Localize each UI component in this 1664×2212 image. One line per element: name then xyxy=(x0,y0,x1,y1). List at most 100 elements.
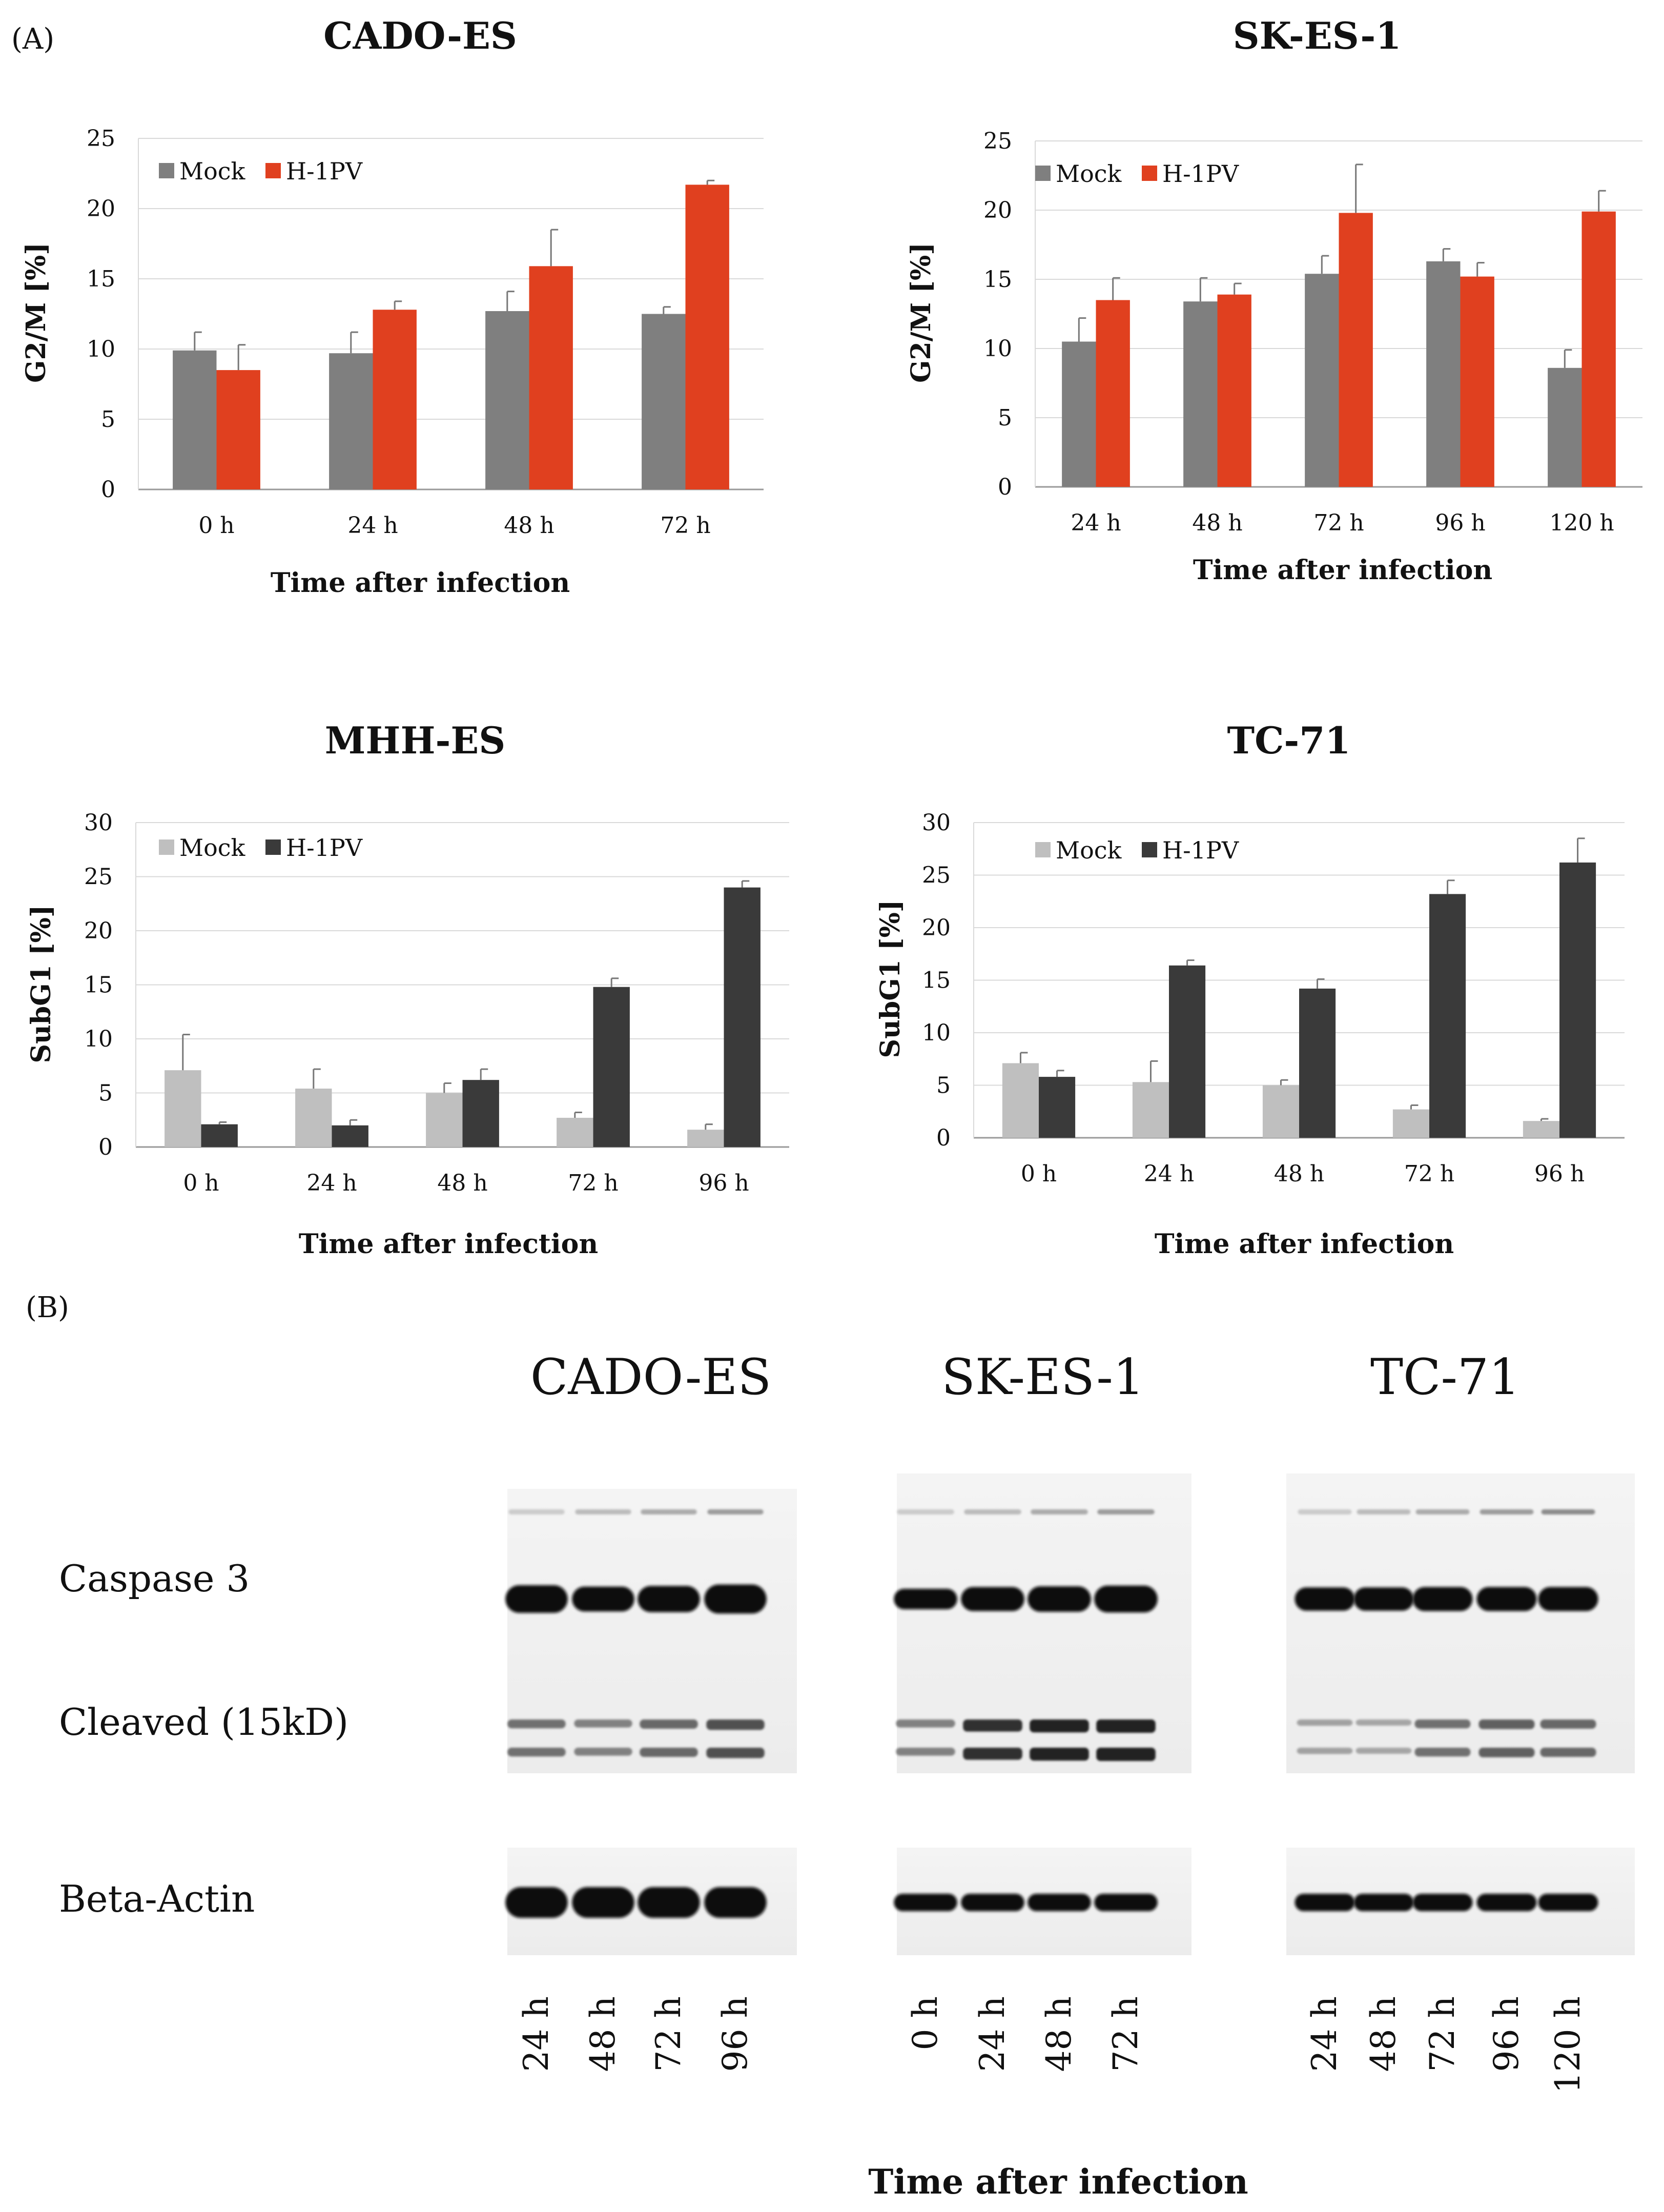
band-cleaved-lower xyxy=(507,1748,566,1757)
band-cleaved-lower xyxy=(1540,1748,1596,1757)
legend-swatch-1 xyxy=(265,163,281,178)
lane-label: 120 h xyxy=(1548,1996,1588,2093)
y-tick-label: 20 xyxy=(87,196,115,222)
y-tick-label: 0 xyxy=(936,1125,951,1151)
x-tick-label: 72 h xyxy=(660,513,710,539)
x-tick-label: 24 h xyxy=(1144,1161,1194,1187)
band-cleaved-upper xyxy=(574,1719,632,1728)
legend-swatch-0 xyxy=(159,163,174,178)
band-cleaved-lower xyxy=(1030,1748,1089,1761)
bar-mock-48h xyxy=(485,311,529,489)
x-tick-label: 0 h xyxy=(1021,1161,1057,1187)
y-tick-label: 15 xyxy=(87,266,115,292)
band-cleaved-lower xyxy=(896,1748,955,1756)
y-tick-label: 10 xyxy=(922,1020,951,1046)
western-blot-panel: Caspase 3 Cleaved (15kD) Beta-Actin CADO… xyxy=(59,1348,1635,2202)
chart-2: 0 5 10 15 20 25 30 MHH-ES SubG1 [%] Time after in… xyxy=(26,719,789,1260)
blot-2: TC-71 24 h 48 h 72 h 96 h 120 h xyxy=(1286,1348,1635,2093)
x-tick-label: 0 h xyxy=(198,513,234,539)
chart-title: MHH-ES xyxy=(325,719,506,762)
y-tick-label: 5 xyxy=(936,1073,951,1099)
y-tick-label: 25 xyxy=(922,863,951,889)
band-cleaved-upper xyxy=(1096,1719,1156,1733)
band-cleaved-upper xyxy=(1414,1719,1471,1729)
y-axis-label: SubG1 [%] xyxy=(875,899,906,1058)
band-caspase3 xyxy=(961,1587,1024,1611)
lane-label: 24 h xyxy=(973,1996,1012,2072)
bar-h-1pv-0h xyxy=(201,1124,238,1147)
x-tick-label: 72 h xyxy=(1313,510,1364,536)
band-caspase3 xyxy=(1538,1587,1598,1611)
y-tick-label: 20 xyxy=(84,918,113,944)
legend-label-1: H-1PV xyxy=(1162,160,1239,188)
bar-h-1pv-48h xyxy=(462,1080,499,1147)
x-tick-label: 96 h xyxy=(1534,1161,1585,1187)
band-upper xyxy=(575,1509,631,1514)
y-tick-label: 10 xyxy=(983,336,1012,362)
band-beta-actin xyxy=(572,1887,634,1918)
band-beta-actin xyxy=(704,1887,767,1918)
lane-label: 48 h xyxy=(1039,1996,1079,2072)
y-tick-label: 0 xyxy=(98,1134,113,1160)
y-tick-label: 0 xyxy=(998,474,1012,500)
x-axis-label: Time after infection xyxy=(299,1228,598,1260)
lane-label: 24 h xyxy=(517,1996,556,2072)
x-tick-label: 96 h xyxy=(699,1170,749,1196)
blot-1: SK-ES-1 0 h 24 h 48 h 72 h xyxy=(894,1348,1191,2072)
bar-charts: 0 5 10 15 20 25 CADO-ES G2/M [%] Time after infe… xyxy=(20,14,1642,1260)
bar-h-1pv-96h xyxy=(1460,276,1494,487)
band-caspase3 xyxy=(1028,1586,1091,1612)
band-cleaved-upper xyxy=(1478,1719,1535,1729)
band-upper xyxy=(1097,1509,1155,1514)
band-cleaved-upper xyxy=(507,1719,566,1729)
bar-mock-24h xyxy=(1062,341,1096,487)
bar-mock-48h xyxy=(426,1093,463,1147)
band-cleaved-upper xyxy=(706,1719,765,1730)
band-beta-actin xyxy=(1353,1894,1414,1911)
lane-label: 48 h xyxy=(583,1996,623,2072)
lane-label: 96 h xyxy=(1487,1996,1526,2072)
band-caspase3 xyxy=(1094,1585,1158,1613)
x-axis-label: Time after infection xyxy=(1155,1228,1454,1260)
x-tick-label: 72 h xyxy=(1404,1161,1454,1187)
band-beta-actin xyxy=(1538,1894,1598,1911)
band-beta-actin xyxy=(505,1887,568,1918)
band-cleaved-lower xyxy=(706,1748,765,1758)
band-cleaved-upper xyxy=(640,1719,698,1729)
bar-mock-72h xyxy=(642,314,686,489)
legend-label-0: Mock xyxy=(1056,836,1122,864)
bar-h-1pv-24h xyxy=(332,1125,368,1147)
legend-label-1: H-1PV xyxy=(1162,836,1239,864)
y-tick-label: 10 xyxy=(84,1026,113,1052)
blot-title: CADO-ES xyxy=(530,1348,771,1406)
y-tick-label: 20 xyxy=(983,197,1012,223)
y-tick-label: 25 xyxy=(87,126,115,152)
row-label-cleaved: Cleaved (15kD) xyxy=(59,1701,348,1744)
legend-swatch-0 xyxy=(159,839,174,855)
band-upper xyxy=(707,1509,764,1514)
legend-label-0: Mock xyxy=(179,157,246,185)
bar-h-1pv-72h xyxy=(1339,213,1373,487)
x-tick-label: 48 h xyxy=(1274,1161,1324,1187)
bar-h-1pv-96h xyxy=(1559,862,1596,1138)
bar-h-1pv-0h xyxy=(216,370,260,489)
chart-title: SK-ES-1 xyxy=(1233,14,1402,57)
blot-title: TC-71 xyxy=(1370,1348,1520,1406)
band-caspase3 xyxy=(1476,1587,1537,1611)
band-upper xyxy=(641,1509,697,1514)
band-caspase3 xyxy=(572,1586,634,1612)
band-upper xyxy=(964,1509,1021,1514)
bar-mock-24h xyxy=(295,1089,332,1147)
blot-x-axis-label: Time after infection xyxy=(868,2162,1248,2202)
bar-mock-72h xyxy=(1305,274,1339,487)
band-caspase3 xyxy=(1412,1587,1473,1611)
y-tick-label: 10 xyxy=(87,336,115,362)
y-tick-label: 25 xyxy=(983,128,1012,154)
x-tick-label: 48 h xyxy=(1192,510,1242,536)
y-tick-label: 20 xyxy=(922,915,951,941)
chart-1: 0 5 10 15 20 25 SK-ES-1 G2/M [%] Time after infe… xyxy=(906,14,1642,586)
band-caspase3 xyxy=(1295,1587,1355,1611)
bar-h-1pv-24h xyxy=(1096,300,1130,487)
band-upper xyxy=(897,1509,954,1514)
